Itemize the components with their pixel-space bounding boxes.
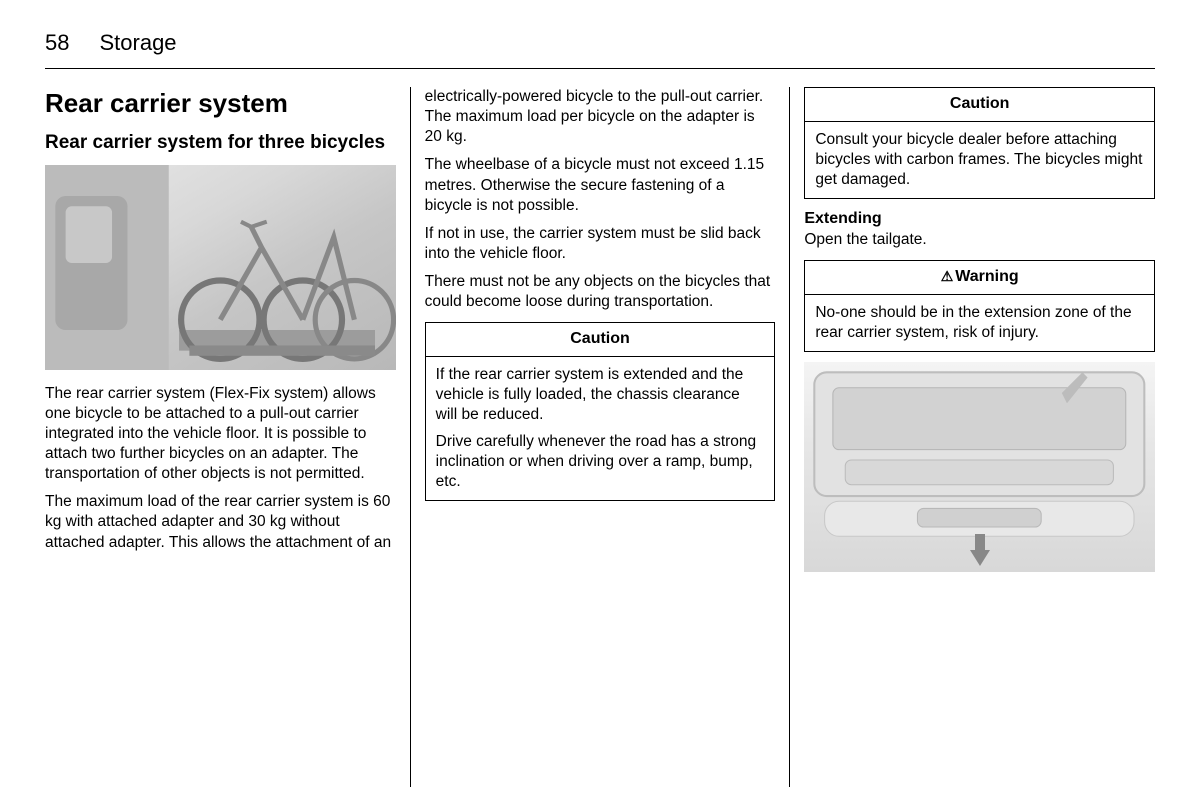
warning-box: ⚠Warning No-one should be in the extensi… xyxy=(804,260,1155,352)
caution-text: Consult your bicycle dealer before attac… xyxy=(815,130,1144,190)
page-number: 58 xyxy=(45,30,69,56)
caution-box: Caution Consult your bicycle dealer befo… xyxy=(804,87,1155,199)
page-header: 58 Storage xyxy=(45,30,1155,69)
figure-tailgate-extend xyxy=(804,362,1155,572)
caution-text: If the rear carrier system is extended a… xyxy=(436,365,765,425)
caution-text: Drive carefully whenever the road has a … xyxy=(436,432,765,492)
caution-title: Caution xyxy=(426,323,775,357)
warning-title: ⚠Warning xyxy=(805,261,1154,295)
caution-box: Caution If the rear carrier system is ex… xyxy=(425,322,776,501)
section-heading: Rear carrier system xyxy=(45,87,396,121)
caution-title: Caution xyxy=(805,88,1154,122)
body-paragraph: The rear carrier system (Flex-Fix system… xyxy=(45,384,396,485)
bike-carrier-illustration xyxy=(45,165,396,370)
body-paragraph: The maximum load of the rear carrier sys… xyxy=(45,492,396,552)
subsection-heading: Rear carrier system for three bicycles xyxy=(45,131,396,155)
warning-body: No-one should be in the extension zone o… xyxy=(805,295,1154,351)
body-paragraph: electrically-powered bicycle to the pull… xyxy=(425,87,776,147)
figure-bikes-on-carrier xyxy=(45,165,396,370)
caution-body: Consult your bicycle dealer before attac… xyxy=(805,122,1154,198)
body-paragraph: If not in use, the carrier system must b… xyxy=(425,224,776,264)
column-2: electrically-powered bicycle to the pull… xyxy=(410,87,791,787)
body-paragraph: The wheelbase of a bicycle must not exce… xyxy=(425,155,776,215)
body-paragraph: There must not be any objects on the bic… xyxy=(425,272,776,312)
arrow-down-icon xyxy=(970,550,990,566)
warning-icon: ⚠ xyxy=(941,268,954,284)
body-paragraph: Open the tailgate. xyxy=(804,230,1155,250)
step-heading: Extending xyxy=(804,209,1155,230)
chapter-title: Storage xyxy=(99,30,176,56)
column-1: Rear carrier system Rear carrier system … xyxy=(45,87,410,787)
content-columns: Rear carrier system Rear carrier system … xyxy=(45,87,1155,787)
caution-body: If the rear carrier system is extended a… xyxy=(426,357,775,500)
warning-text: No-one should be in the extension zone o… xyxy=(815,303,1144,343)
warning-title-text: Warning xyxy=(955,268,1018,285)
column-3: Caution Consult your bicycle dealer befo… xyxy=(790,87,1155,787)
